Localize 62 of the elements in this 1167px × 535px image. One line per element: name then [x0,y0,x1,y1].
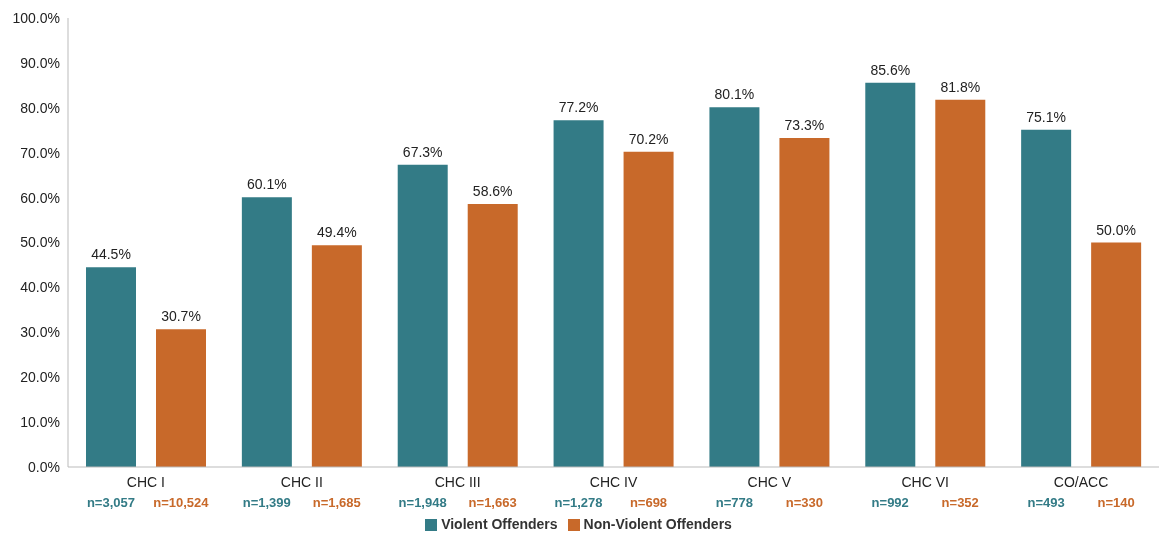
text: n=330 [785,495,823,510]
x-tick-label: CHC I [126,474,165,490]
bar [623,151,674,467]
bar [86,267,136,467]
x-tick-label: CHC V [747,474,792,490]
x-tick-label: CHC II [280,474,323,490]
bar [311,245,362,467]
text: n=1,278 [554,495,603,510]
data-label: 80.1% [714,86,755,103]
bar [709,107,760,467]
x-tick-label: CHC III [434,474,481,490]
data-label: 70.2% [628,130,669,147]
x-tick-label: CHC VI [901,474,949,490]
text: n=1,685 [312,495,361,510]
data-label: 50.0% [1096,221,1136,238]
legend-label: Non-Violent Offenders [583,516,732,532]
x-tick-label: CHC IV [589,474,638,490]
text: n=698 [629,495,668,510]
y-tick-label: 30.0% [20,324,60,341]
y-tick-label: 50.0% [20,234,60,251]
y-tick-label: 60.0% [20,189,60,206]
text: n=1,948 [398,495,447,510]
bar [779,137,830,467]
legend-label: Violent Offenders [441,516,558,532]
text: n=140 [1097,495,1135,510]
data-label: 60.1% [247,176,287,193]
data-label: 77.2% [558,99,599,116]
data-label: 58.6% [472,182,513,199]
bar [156,329,206,467]
data-label: 44.5% [91,246,131,263]
bar [397,164,448,467]
text: n=10,524 [153,495,210,510]
data-label: 73.3% [784,116,825,133]
bar [241,197,292,467]
bar [1091,242,1142,467]
data-label: 30.7% [161,308,201,325]
text: n=3,057 [86,495,135,510]
y-tick-label: 100.0% [12,9,60,26]
y-tick-label: 90.0% [20,54,60,71]
bar [935,99,986,467]
y-tick-label: 20.0% [20,369,60,386]
y-tick-label: 70.0% [20,144,60,161]
bar [467,203,518,467]
text: n=1,399 [242,495,291,510]
bar [553,120,604,467]
y-tick-label: 0.0% [28,458,60,475]
data-label: 81.8% [940,78,981,95]
text: n=778 [715,495,753,510]
text: n=352 [941,495,979,510]
y-tick-label: 40.0% [20,279,60,296]
bar [1021,129,1072,467]
y-tick-label: 80.0% [20,99,60,116]
x-tick-label: CO/ACC [1053,474,1109,490]
text: n=493 [1027,495,1065,510]
data-label: 85.6% [870,61,911,78]
text: n=992 [871,495,909,510]
data-label: 67.3% [402,143,443,160]
data-label: 75.1% [1026,108,1066,125]
bar [865,82,916,467]
y-tick-label: 10.0% [20,414,60,431]
text: n=1,663 [468,495,517,510]
data-label: 49.4% [317,224,357,241]
